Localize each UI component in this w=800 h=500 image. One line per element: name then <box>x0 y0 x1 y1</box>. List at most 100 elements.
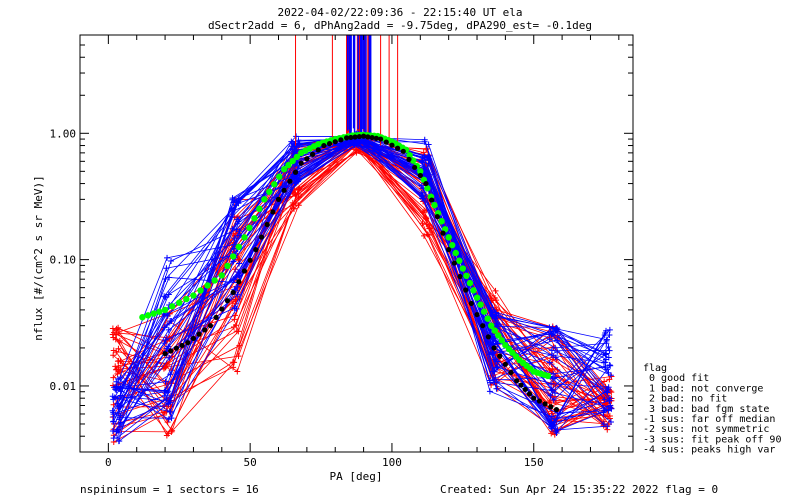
fit-point <box>502 361 508 367</box>
fit-point <box>459 265 467 272</box>
fit-point <box>241 268 248 274</box>
fit-point <box>235 243 243 251</box>
fit-point <box>498 337 506 344</box>
blue-series-marker <box>548 380 555 387</box>
blue-series-marker <box>602 364 609 371</box>
blue-series-marker <box>165 326 172 333</box>
fit-point <box>466 279 474 287</box>
red-series-marker <box>425 232 432 239</box>
red-series-marker <box>295 202 302 209</box>
fit-point <box>406 151 413 159</box>
red-series-marker <box>419 220 426 227</box>
fit-point <box>531 395 537 401</box>
fit-point <box>326 141 333 147</box>
fit-point <box>410 157 417 164</box>
blue-series-marker <box>607 372 614 379</box>
fit-point <box>264 221 270 228</box>
fit-point <box>518 382 524 388</box>
blue-series-marker <box>553 429 560 436</box>
red-series-marker <box>232 266 239 273</box>
blue-series-marker <box>494 320 501 327</box>
red-series-marker <box>110 347 117 354</box>
red-series-marker <box>606 413 613 420</box>
fit-point <box>451 260 457 266</box>
blue-series-marker <box>605 386 612 393</box>
fit-point <box>369 134 375 141</box>
blue-series-marker <box>607 418 614 425</box>
blue-series-marker <box>551 374 558 381</box>
fit-point <box>484 315 491 322</box>
fit-point <box>176 299 183 306</box>
fit-point <box>424 185 431 192</box>
fit-point <box>400 148 406 154</box>
blue-series-marker <box>554 426 561 433</box>
chart-title: 2022-04-02/22:09:36 - 22:15:40 UT ela <box>277 6 522 19</box>
fit-point <box>271 181 278 188</box>
blue-series-marker <box>231 235 238 242</box>
blue-series-marker <box>110 396 117 403</box>
fit-point <box>456 257 463 264</box>
blue-series-marker <box>162 378 169 385</box>
red-series-marker <box>112 336 119 343</box>
fit-point <box>348 134 354 141</box>
x-axis-label: PA [deg] <box>330 470 383 483</box>
fit-point <box>508 369 514 376</box>
blue-series-marker <box>489 313 496 320</box>
red-series-marker <box>116 330 123 337</box>
fit-point <box>389 142 395 148</box>
blue-series-marker <box>288 146 295 153</box>
blue-series-marker <box>552 354 559 361</box>
fit-point <box>162 351 168 357</box>
fit-point <box>276 173 283 180</box>
fit-point <box>417 168 424 175</box>
blue-series-marker <box>229 196 236 203</box>
fit-point <box>417 172 423 179</box>
red-series-marker <box>231 316 238 323</box>
fit-point <box>406 156 412 162</box>
legend-entry: flag <box>643 363 667 374</box>
blue-series-marker <box>163 396 170 403</box>
fit-point <box>173 345 180 351</box>
blue-series-marker <box>547 392 554 399</box>
fit-point <box>190 335 197 342</box>
red-series-marker <box>601 378 608 385</box>
blue-series-marker <box>161 387 168 394</box>
red-series-marker <box>492 287 499 294</box>
blue-series-marker <box>494 358 501 365</box>
blue-series-marker <box>550 396 557 403</box>
fit-point <box>553 406 560 413</box>
blue-series-marker <box>166 354 173 361</box>
blue-series-marker <box>550 370 557 377</box>
blue-series-marker <box>110 418 117 425</box>
fit-point <box>293 153 301 161</box>
blue-series-marker <box>554 337 561 344</box>
blue-series-marker <box>229 213 236 220</box>
fit-point <box>211 277 218 284</box>
red-series-marker <box>232 312 239 319</box>
blue-series-marker <box>600 409 607 416</box>
blue-series-marker <box>554 348 561 355</box>
fit-point <box>196 331 202 337</box>
fit-point <box>241 234 248 241</box>
blue-series-marker <box>486 388 493 395</box>
fit-point <box>497 353 503 359</box>
blue-series-marker <box>418 182 425 189</box>
blue-series-marker <box>606 326 613 333</box>
fit-point <box>280 165 288 173</box>
fit-point <box>285 161 292 169</box>
blue-series-marker <box>236 272 243 279</box>
fit-point <box>544 372 552 380</box>
fit-point <box>463 287 469 293</box>
red-series-line <box>120 143 604 399</box>
axes <box>79 34 634 453</box>
blue-series-marker <box>546 359 553 366</box>
blue-series-marker <box>546 324 553 331</box>
fit-series-0 <box>139 131 552 380</box>
footer-left: nspininsum = 1 sectors = 16 <box>80 483 259 496</box>
blue-series-marker <box>295 141 302 148</box>
fit-point <box>287 178 293 184</box>
fit-point <box>473 294 481 301</box>
fit-point <box>266 188 273 196</box>
blue-series-marker <box>289 174 296 181</box>
fit-point <box>445 234 452 241</box>
